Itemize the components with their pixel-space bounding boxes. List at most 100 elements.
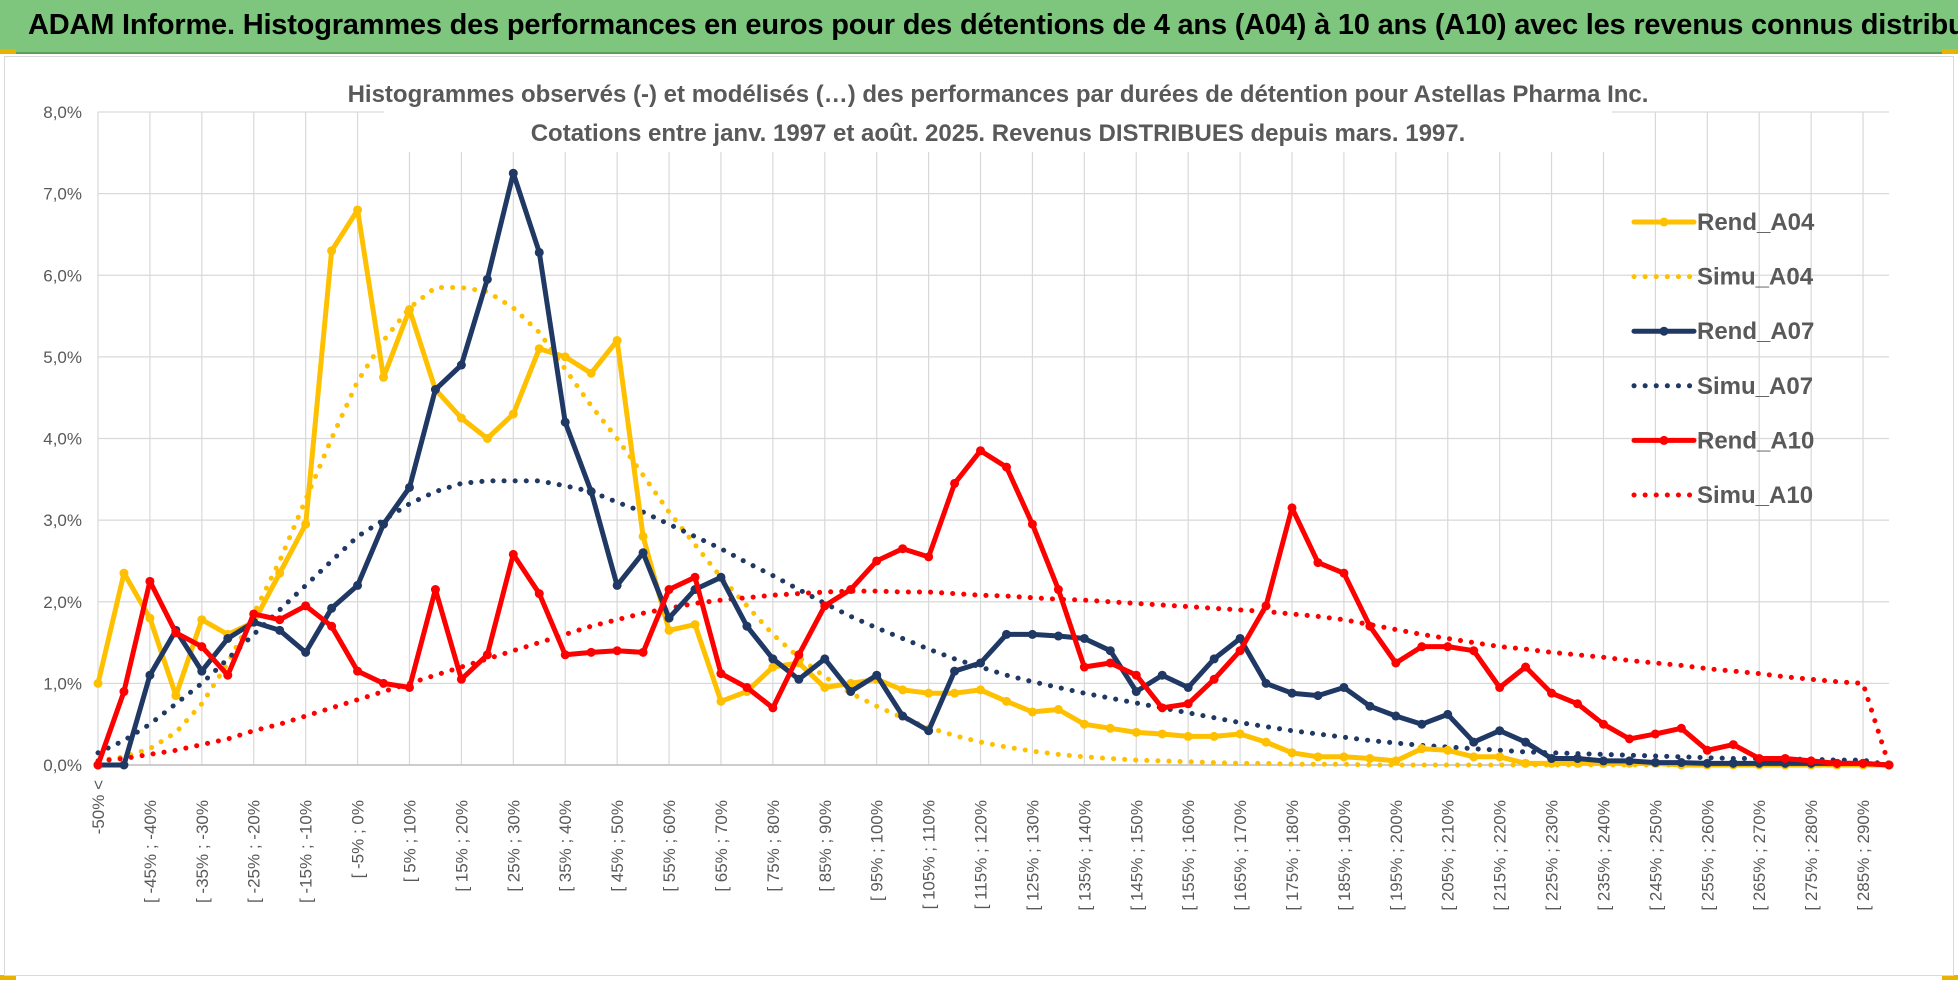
legend-label-rend_a10: Rend_A10 <box>1697 427 1814 454</box>
x-tick-label: [ 125% ; 130% <box>1023 800 1042 911</box>
data-point-rend_a07 <box>560 417 570 427</box>
data-point-rend_a04 <box>690 620 700 630</box>
data-point-rend_a10 <box>950 478 960 488</box>
data-point-rend_a07 <box>950 666 960 676</box>
x-tick-label: [ 75% ; 80% <box>764 800 783 892</box>
data-point-rend_a07 <box>456 360 466 370</box>
data-point-rend_a04 <box>404 305 414 315</box>
data-point-rend_a07 <box>275 625 285 635</box>
data-point-rend_a04 <box>119 568 129 578</box>
data-point-rend_a10 <box>1650 729 1660 739</box>
data-point-rend_a10 <box>93 760 103 770</box>
data-point-rend_a10 <box>301 601 311 611</box>
x-tick-label: [ -35% ; -30% <box>193 800 212 903</box>
data-point-rend_a07 <box>1105 646 1115 656</box>
data-point-rend_a07 <box>119 760 129 770</box>
data-point-rend_a04 <box>145 613 155 623</box>
data-point-rend_a04 <box>560 352 570 362</box>
y-tick-label: 7,0% <box>43 185 82 204</box>
data-point-rend_a04 <box>197 615 207 625</box>
data-point-rend_a10 <box>872 556 882 566</box>
data-point-rend_a10 <box>1573 699 1583 709</box>
data-point-rend_a07 <box>1209 654 1219 664</box>
data-point-rend_a10 <box>1001 462 1011 472</box>
data-point-rend_a04 <box>1495 752 1505 762</box>
data-point-rend_a07 <box>327 603 337 613</box>
legend-label-rend_a07: Rend_A07 <box>1697 318 1814 345</box>
data-point-rend_a10 <box>820 601 830 611</box>
data-point-rend_a04 <box>1027 707 1037 717</box>
data-point-rend_a10 <box>690 572 700 582</box>
data-point-rend_a07 <box>1495 726 1505 736</box>
data-point-rend_a07 <box>586 487 596 497</box>
data-point-rend_a04 <box>275 568 285 578</box>
data-point-rend_a10 <box>638 647 648 657</box>
data-point-rend_a10 <box>353 666 363 676</box>
y-tick-label: 5,0% <box>43 348 82 367</box>
data-point-rend_a10 <box>1105 658 1115 668</box>
data-point-rend_a10 <box>1261 601 1271 611</box>
legend-marker-rend_a04 <box>1659 217 1669 227</box>
data-point-rend_a04 <box>638 531 648 541</box>
x-tick-label: [ 285% ; 290% <box>1854 800 1873 911</box>
data-point-rend_a07 <box>716 572 726 582</box>
data-point-rend_a10 <box>1547 688 1557 698</box>
x-tick-label: [ 255% ; 260% <box>1698 800 1717 911</box>
data-point-rend_a04 <box>379 372 389 382</box>
data-point-rend_a07 <box>1313 691 1323 701</box>
data-point-rend_a10 <box>898 544 908 554</box>
data-point-rend_a04 <box>534 344 544 354</box>
y-tick-label: 4,0% <box>43 430 82 449</box>
data-point-rend_a07 <box>1339 682 1349 692</box>
chart-title-line-1: Histogrammes observés (-) et modélisés (… <box>348 81 1649 108</box>
x-tick-label: [ 235% ; 240% <box>1594 800 1613 911</box>
data-point-rend_a10 <box>1053 585 1063 595</box>
data-point-rend_a07 <box>1676 758 1686 768</box>
data-point-rend_a04 <box>768 662 778 672</box>
data-point-rend_a10 <box>1728 740 1738 750</box>
data-point-rend_a07 <box>768 654 778 664</box>
x-tick-label: [ 245% ; 250% <box>1646 800 1665 911</box>
y-tick-label: 1,0% <box>43 674 82 693</box>
data-point-rend_a07 <box>872 670 882 680</box>
data-point-rend_a07 <box>664 613 674 623</box>
data-point-rend_a04 <box>976 685 986 695</box>
data-point-rend_a07 <box>534 247 544 257</box>
data-point-rend_a04 <box>1053 704 1063 714</box>
x-tick-label: [ 25% ; 30% <box>504 800 523 892</box>
data-point-rend_a07 <box>1650 758 1660 768</box>
data-point-rend_a10 <box>1443 642 1453 652</box>
data-point-rend_a07 <box>1079 633 1089 643</box>
data-point-rend_a07 <box>1157 670 1167 680</box>
data-point-rend_a10 <box>976 446 986 456</box>
x-tick-label: [ 265% ; 270% <box>1750 800 1769 911</box>
y-tick-label: 0,0% <box>43 756 82 775</box>
data-point-rend_a07 <box>846 687 856 697</box>
x-axis: -50% < [ -45% ; -40% [ -35% ; -30% [ -25% ;… <box>89 780 1873 911</box>
y-tick-label: 6,0% <box>43 266 82 285</box>
legend-label-simu_a07: Simu_A07 <box>1697 373 1813 400</box>
data-point-rend_a10 <box>924 552 934 562</box>
data-point-rend_a10 <box>430 585 440 595</box>
data-point-rend_a10 <box>716 669 726 679</box>
data-point-rend_a10 <box>171 628 181 638</box>
x-tick-label: [ 155% ; 160% <box>1179 800 1198 911</box>
data-point-rend_a10 <box>508 549 518 559</box>
data-point-rend_a04 <box>1469 752 1479 762</box>
data-point-rend_a04 <box>716 696 726 706</box>
data-point-rend_a04 <box>664 625 674 635</box>
x-tick-label: [ 145% ; 150% <box>1127 800 1146 911</box>
data-point-rend_a10 <box>275 615 285 625</box>
data-point-rend_a10 <box>768 703 778 713</box>
x-tick-label: [ 135% ; 140% <box>1075 800 1094 911</box>
data-point-rend_a10 <box>1235 646 1245 656</box>
x-tick-label: [ 95% ; 100% <box>868 800 887 901</box>
data-point-rend_a10 <box>1313 558 1323 568</box>
data-point-rend_a04 <box>1131 727 1141 737</box>
chart-title-background <box>384 76 1612 152</box>
y-tick-label: 8,0% <box>43 103 82 122</box>
data-point-rend_a10 <box>1209 674 1219 684</box>
data-point-rend_a07 <box>794 674 804 684</box>
data-point-rend_a04 <box>1157 729 1167 739</box>
